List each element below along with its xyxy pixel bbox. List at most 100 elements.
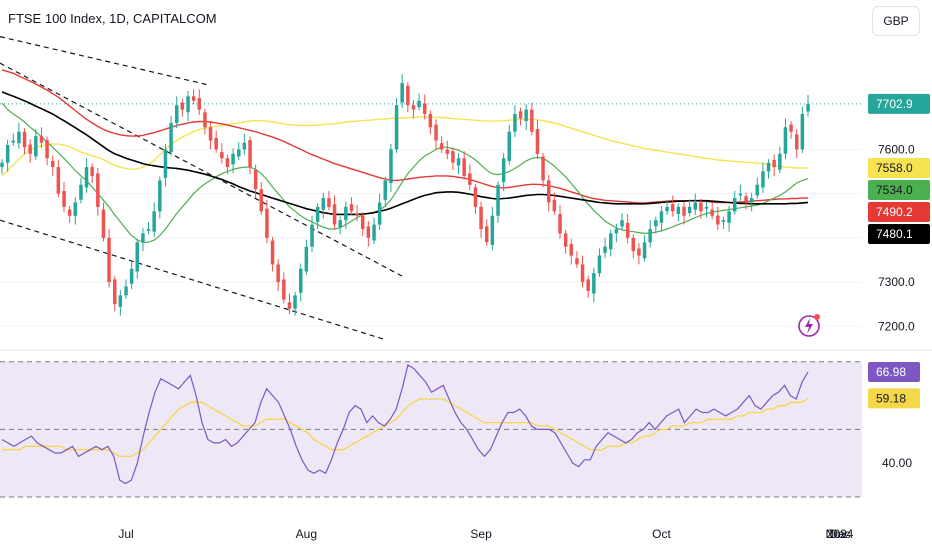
ma-yellow-line xyxy=(1,116,808,177)
candle-body xyxy=(129,268,134,284)
candle-body xyxy=(293,295,297,309)
price-axis: 7200.07300.07400.07500.07600.07702.97558… xyxy=(868,93,930,333)
candle-body xyxy=(169,122,173,153)
candle-body xyxy=(400,83,404,103)
candle-body xyxy=(682,206,686,216)
candle-body xyxy=(462,158,466,176)
candle-body xyxy=(541,156,545,181)
candle-body xyxy=(11,140,15,143)
x-tick-label: Jul xyxy=(118,527,133,541)
candle-body xyxy=(699,202,703,212)
candle-body xyxy=(231,153,235,165)
candle-body xyxy=(710,209,714,216)
candle-body xyxy=(5,145,10,163)
candle-body xyxy=(73,202,77,216)
candle-body xyxy=(118,295,123,307)
candle-body xyxy=(575,258,579,265)
candle-body xyxy=(485,226,489,243)
candle-body xyxy=(766,162,771,172)
candle-body xyxy=(552,199,557,212)
x-tick-label: Nov xyxy=(826,527,847,541)
candle-body xyxy=(158,180,162,212)
candle-body xyxy=(676,206,681,214)
candle-body xyxy=(597,255,602,274)
candle-body xyxy=(270,240,275,265)
candle-body xyxy=(96,173,100,207)
ma-black-line xyxy=(1,91,809,216)
candle-body xyxy=(327,198,331,207)
trendline xyxy=(0,219,386,341)
candle-body xyxy=(513,114,517,132)
candle-body xyxy=(67,209,72,216)
candle-body xyxy=(620,220,624,227)
candle-body xyxy=(569,244,573,256)
candle-body xyxy=(755,184,759,196)
candle-body xyxy=(671,204,675,212)
trendline xyxy=(0,36,211,86)
candle-body xyxy=(163,149,168,178)
y-tick-label: 7200.0 xyxy=(878,319,915,333)
candle-body xyxy=(113,279,117,305)
candle-body xyxy=(344,206,348,221)
candle-body xyxy=(0,162,4,168)
y-tick-label: 7300.0 xyxy=(878,275,915,289)
candle-body xyxy=(39,136,44,143)
chart-title: FTSE 100 Index, 1D, CAPITALCOM xyxy=(8,11,217,26)
candle-body xyxy=(101,209,106,238)
currency-button[interactable]: GBP xyxy=(872,6,920,36)
ma-red-label-bg xyxy=(868,201,930,222)
candle-body xyxy=(558,214,562,234)
candle-body xyxy=(659,211,664,223)
candle-body xyxy=(547,180,551,203)
lightning-icon[interactable] xyxy=(797,312,823,338)
rsi-signal-label-bg xyxy=(868,388,920,409)
candle-body xyxy=(428,114,433,128)
candle-body xyxy=(789,124,793,132)
candle-body xyxy=(141,233,145,243)
candle-body xyxy=(56,167,61,194)
candle-body xyxy=(727,211,731,223)
candle-body xyxy=(473,187,478,207)
candle-body xyxy=(406,85,410,106)
candle-body xyxy=(468,173,472,185)
x-tick-label: Dec xyxy=(829,527,850,541)
candle-body xyxy=(124,286,128,296)
grid xyxy=(0,103,932,351)
candle-body xyxy=(800,114,805,150)
last-price-label-bg xyxy=(868,93,930,114)
candle-body xyxy=(434,124,438,141)
candle-body xyxy=(625,222,630,238)
candle-body xyxy=(28,144,32,154)
candle-body xyxy=(276,264,280,283)
candle-body xyxy=(79,184,83,200)
rsi-tick-label: 40.00 xyxy=(882,456,912,470)
candle-body xyxy=(349,204,354,212)
candle-body xyxy=(383,180,387,200)
candle-body xyxy=(304,246,309,272)
candle-body xyxy=(501,158,506,183)
candle-body xyxy=(22,131,27,148)
candle-body xyxy=(490,215,495,245)
candle-body xyxy=(152,211,156,232)
x-tick-label: Aug xyxy=(296,527,317,541)
candle-body xyxy=(107,237,111,283)
candle-body xyxy=(180,102,185,110)
candle-body xyxy=(338,220,342,228)
last-price-label: 7702.9 xyxy=(876,97,913,111)
candle-body xyxy=(299,268,303,293)
candle-body xyxy=(62,191,66,207)
candle-body xyxy=(282,279,286,300)
candle-body xyxy=(45,140,49,159)
candle-body xyxy=(744,196,748,203)
candle-body xyxy=(456,158,461,166)
candle-body xyxy=(721,220,726,222)
candle-body xyxy=(795,134,799,150)
candle-body xyxy=(631,237,635,252)
candle-body xyxy=(17,131,21,144)
candle-body xyxy=(175,105,179,123)
rsi-line xyxy=(1,364,809,485)
rsi-signal-label: 59.18 xyxy=(876,391,906,405)
candle-body xyxy=(648,229,652,243)
candle-body xyxy=(315,206,320,222)
